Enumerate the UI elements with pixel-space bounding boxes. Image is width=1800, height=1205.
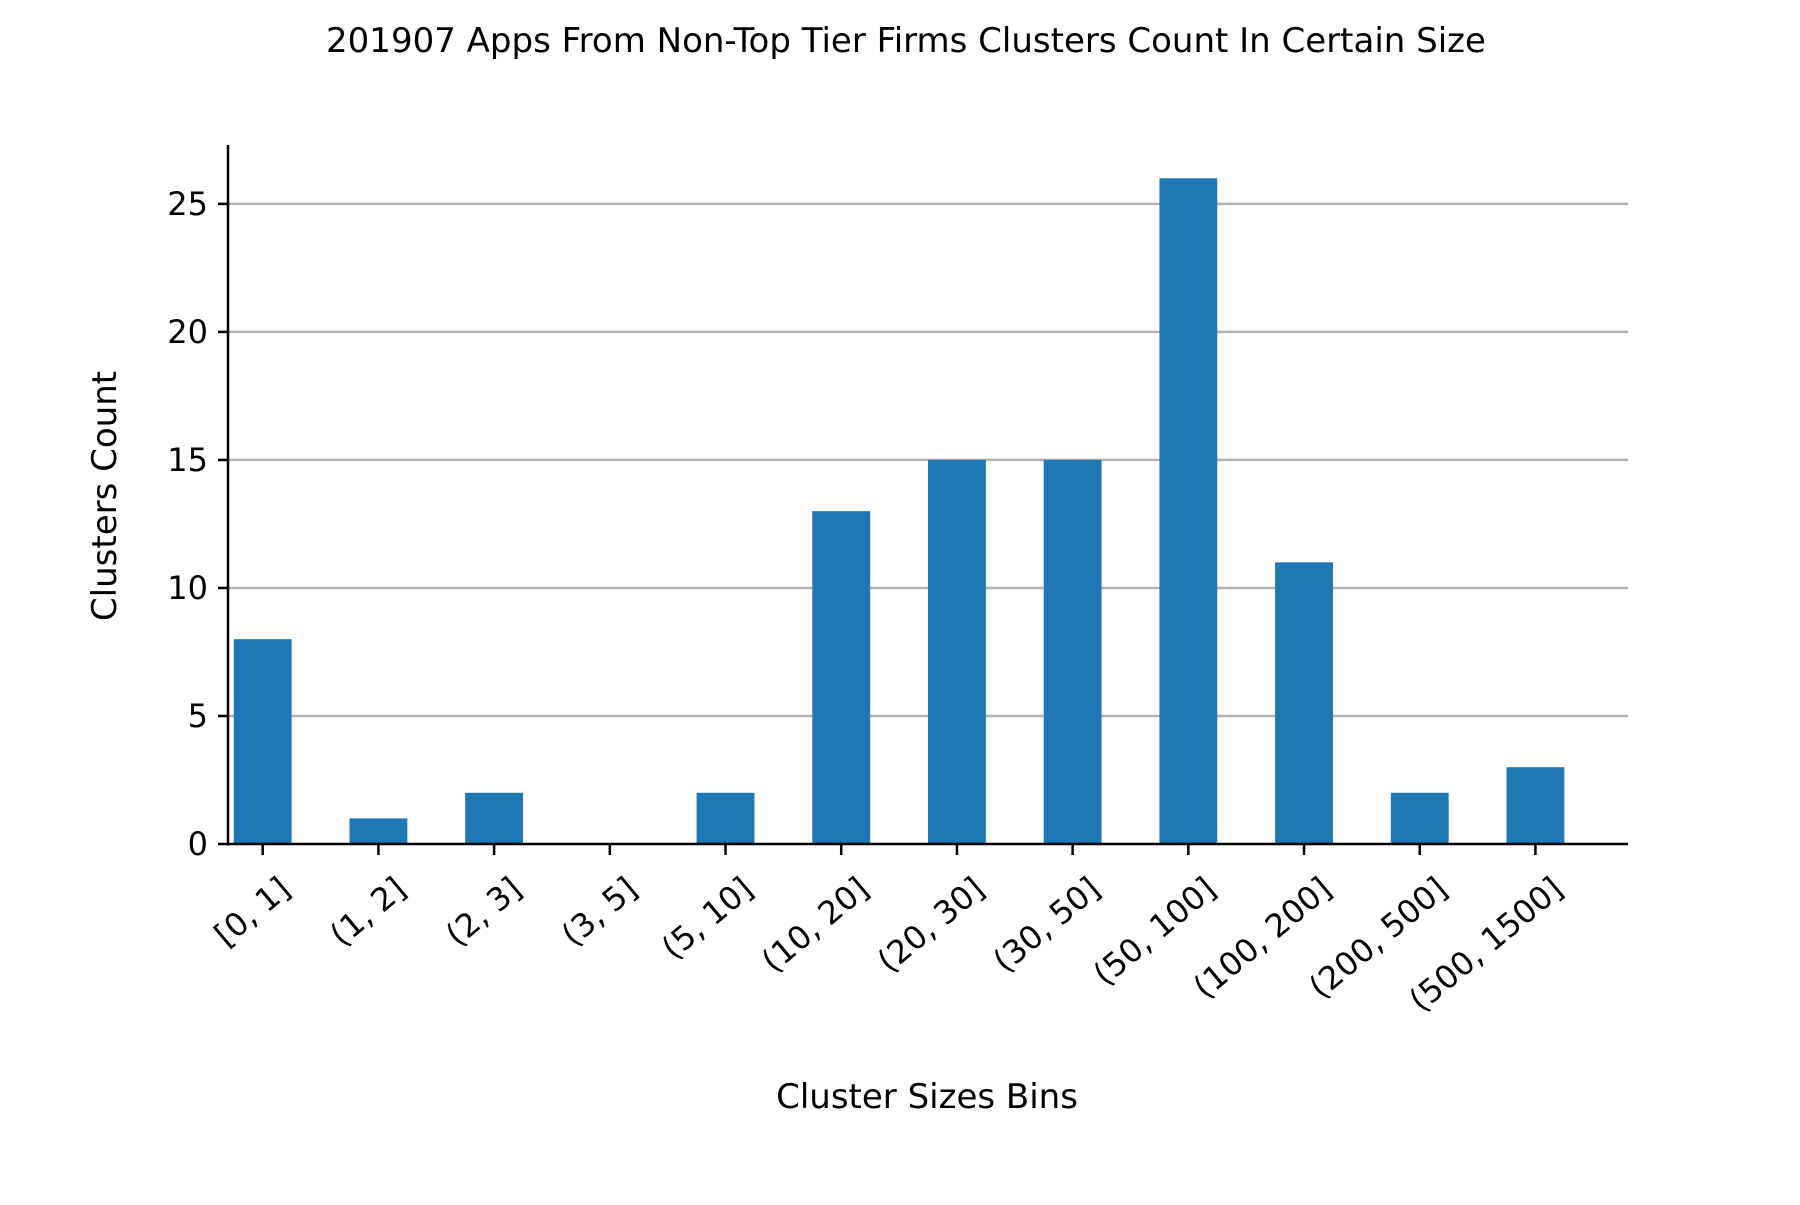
x-tick-label: (1, 2] (323, 869, 413, 953)
y-tick-label: 5 (188, 697, 208, 735)
x-tick-label: (5, 10] (654, 869, 760, 966)
bar (1506, 767, 1565, 844)
y-tick-label: 10 (167, 569, 208, 607)
bar (349, 818, 408, 844)
bar (1043, 459, 1102, 844)
x-tick-label: (3, 5] (554, 869, 644, 953)
bars (233, 178, 1565, 845)
bar (928, 459, 986, 844)
x-tick-label: [0, 1] (207, 869, 297, 953)
x-ticks: [0, 1] (1, 2] (2, 3] (3, 5] (5, 10](10, 20](… (207, 844, 1570, 1019)
chart-title: 201907 Apps From Non-Top Tier Firms Clus… (326, 21, 1486, 61)
bar (696, 792, 755, 844)
y-axis-label: Clusters Count (85, 371, 125, 621)
x-tick-label: (2, 3] (438, 869, 528, 953)
y-ticks: 0 5 10 15 20 25 (167, 185, 228, 863)
x-tick-label: (20, 30] (870, 869, 992, 980)
x-axis-label: Cluster Sizes Bins (776, 1077, 1078, 1117)
axes (226, 145, 1628, 846)
bar (812, 511, 871, 844)
bar (233, 639, 292, 844)
bar (1390, 792, 1449, 844)
bar (465, 792, 524, 844)
y-tick-label: 20 (167, 313, 208, 351)
y-tick-label: 15 (167, 441, 208, 479)
x-tick-label: (10, 20] (754, 869, 876, 980)
bar (1159, 178, 1218, 845)
y-tick-label: 0 (188, 825, 208, 863)
bar (1275, 562, 1333, 844)
y-tick-label: 25 (167, 185, 208, 223)
